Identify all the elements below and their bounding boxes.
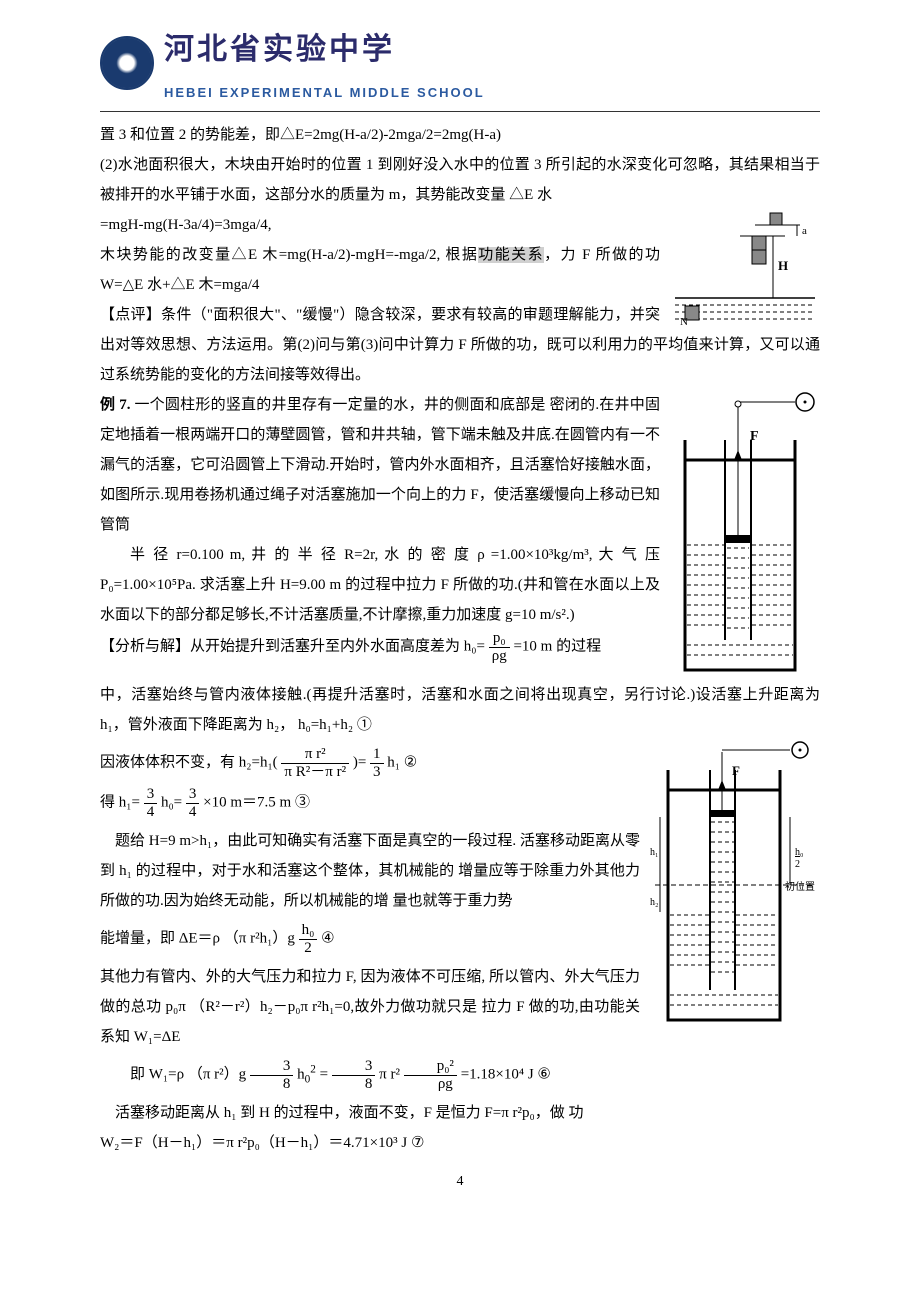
svg-text:2: 2 [795,859,800,870]
frac-p0-rhog: p₀ρg [489,630,510,664]
eq2-b: )= [353,754,366,770]
page-number: 4 [100,1168,820,1196]
eq2-a: 因液体体积不变，有 h₂=h₁( [100,754,278,770]
highlight-gongneng: 功能关系 [478,247,544,263]
page: 河北省实验中学 HEBEI EXPERIMENTAL MIDDLE SCHOOL… [0,0,920,1226]
diagram-well-1: F [670,390,820,680]
ana-b: =10 m 的过程 [513,638,601,654]
eq6-a: 即 W₁=ρ （π r²）g [130,1066,246,1082]
svg-text:h₀: h₀ [795,847,804,858]
diagram-block-water: N H a [670,210,820,330]
header-divider [100,111,820,112]
frac-3-4a: 34 [144,786,158,820]
well-diagram-1-icon: F [670,390,820,680]
svg-text:h₁: h₁ [650,847,659,858]
school-name-cn: 河北省实验中学 [164,20,820,80]
well-diagram-2-icon: F [650,740,820,1030]
school-name-en: HEBEI EXPERIMENTAL MIDDLE SCHOOL [164,80,820,106]
page-header: 河北省实验中学 HEBEI EXPERIMENTAL MIDDLE SCHOOL [100,20,820,106]
svg-text:a: a [802,225,807,237]
para-2: (2)水池面积很大，木块由开始时的位置 1 到刚好没入水中的位置 3 所引起的水… [100,150,820,210]
eq3-c: ×10 m＝7.5 m ③ [203,794,310,810]
frac-3-8a: 38 [250,1058,294,1092]
eq3-b: h₀= [161,794,182,810]
diagram-well-2: F [650,740,820,1030]
frac-h0-2: h₀2 [299,922,318,956]
para-4a: 木块势能的改变量△E 木=mg(H-a/2)-mgH=-mga/2, 根据 [100,247,478,263]
eq6-d: π r² [379,1066,404,1082]
svg-text:h₂: h₂ [650,897,659,908]
block-diagram-icon: N H a [670,210,820,330]
para-6: 中，活塞始终与管内液体接触.(再提升活塞时，活塞和水面之间将出现真空，另行讨论.… [100,680,820,740]
frac-3-4b: 34 [186,786,200,820]
content-body: 置 3 和位置 2 的势能差，即△E=2mg(H-a/2)-2mga/2=2mg… [100,120,820,1158]
eq6-b: h [297,1066,305,1082]
ex7-text-a: 一个圆柱形的竖直的井里存有一定量的水，井的侧面和底部是 密闭的.在井中固定地插着… [100,397,660,533]
eq6-e: =1.18×10⁴ J ⑥ [461,1066,551,1082]
svg-text:H: H [778,258,788,273]
frac-p02-rhog: p₀²ρg [404,1058,457,1092]
frac-areas: π r²π R²－π r² [281,746,349,780]
eq4-b: ④ [321,930,334,946]
eq4-a: 能增量，即 ΔE＝ρ （π r²h₁）g [100,930,295,946]
para-9: 活塞移动距离从 h₁ 到 H 的过程中，液面不变，F 是恒力 F=π r²p₀，… [100,1098,820,1128]
equation-6: 即 W₁=ρ （π r²）g 38 h02 = 38 π r² p₀²ρg =1… [100,1058,820,1092]
eq6-c: = [320,1066,328,1082]
para-10: W₂＝F（H－h₁）＝π r²p₀（H－h₁）＝4.71×10³ J ⑦ [100,1128,820,1158]
school-logo-icon [100,36,154,90]
frac-1-3: 13 [370,746,384,780]
frac-3-8b: 38 [332,1058,376,1092]
svg-text:N: N [680,316,688,328]
ex7-label: 例 7. [100,397,134,413]
ana-a: 【分析与解】从开始提升到活塞升至内外水面高度差为 h₀= [100,638,485,654]
school-name-block: 河北省实验中学 HEBEI EXPERIMENTAL MIDDLE SCHOOL [164,20,820,106]
eq3-a: 得 h₁= [100,794,140,810]
eq2-c: h₁ ② [387,754,417,770]
para-1: 置 3 和位置 2 的势能差，即△E=2mg(H-a/2)-2mga/2=2mg… [100,120,820,150]
